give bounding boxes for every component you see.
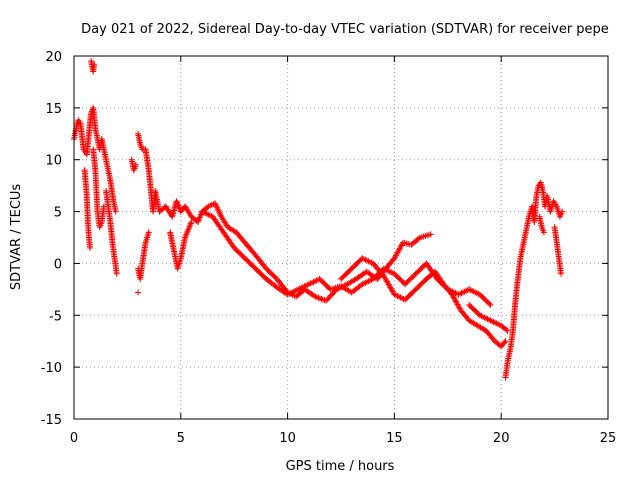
x-tick-label: 25 xyxy=(600,431,617,446)
data-point xyxy=(113,270,120,277)
plot-frame xyxy=(73,55,609,420)
grid xyxy=(74,56,608,419)
data-point-interp xyxy=(216,209,223,216)
y-tick-label: 15 xyxy=(45,102,62,117)
data-point xyxy=(188,218,195,225)
x-tick-label: 5 xyxy=(177,431,185,446)
y-tick-label: -15 xyxy=(41,413,62,428)
data-point xyxy=(427,231,434,238)
data-point xyxy=(559,208,566,215)
x-tick-label: 10 xyxy=(279,431,296,446)
data-point xyxy=(135,289,142,296)
data-point xyxy=(194,218,201,225)
x-tick-label: 15 xyxy=(386,431,403,446)
data-point xyxy=(91,61,98,68)
data-point xyxy=(502,338,509,345)
data-point-interp xyxy=(501,339,508,346)
data-point xyxy=(487,301,494,308)
data-point xyxy=(173,198,180,205)
data-point-interp xyxy=(175,202,182,209)
data-point xyxy=(132,161,139,168)
data-point xyxy=(540,229,547,236)
y-tick-label: 10 xyxy=(45,154,62,169)
data-point xyxy=(112,208,119,215)
data-point-interp xyxy=(213,203,220,210)
chart-title: Day 021 of 2022, Sidereal Day-to-day VTE… xyxy=(81,22,609,37)
y-tick-label: 20 xyxy=(45,50,62,65)
data-point-interp xyxy=(503,326,510,333)
data-point-interp xyxy=(212,201,219,208)
x-tick-label: 20 xyxy=(493,431,510,446)
data-point xyxy=(145,229,152,236)
data-points xyxy=(71,58,566,381)
x-axis-label: GPS time / hours xyxy=(286,459,395,474)
data-point-interp xyxy=(196,215,203,222)
data-point-interp xyxy=(216,210,223,217)
data-point-interp xyxy=(197,213,204,220)
y-tick-label: -5 xyxy=(49,309,62,324)
data-point xyxy=(211,200,218,207)
data-point xyxy=(504,327,511,334)
data-point-interp xyxy=(195,217,202,224)
data-point xyxy=(558,270,565,277)
data-point-interp xyxy=(486,300,493,307)
data-point xyxy=(87,244,94,251)
data-point-interp xyxy=(174,201,181,208)
data-point-interp xyxy=(175,204,182,211)
data-point-interp xyxy=(415,235,422,242)
data-point-interp xyxy=(196,214,203,221)
data-point-interp xyxy=(215,207,222,214)
y-tick-label: 0 xyxy=(54,257,62,272)
data-point-interp xyxy=(214,206,221,213)
y-tick-label: 5 xyxy=(54,206,62,221)
y-axis-label: SDTVAR / TECUs xyxy=(9,184,24,291)
data-point-interp xyxy=(214,204,221,211)
data-point-interp xyxy=(174,199,181,206)
data-point-interp xyxy=(311,292,318,299)
axis-ticks: 0 5 10 15 20 25 -15 -10 -5 0 5 10 15 20 xyxy=(41,50,617,446)
x-tick-label: 0 xyxy=(70,431,78,446)
y-tick-label: -10 xyxy=(41,361,62,376)
